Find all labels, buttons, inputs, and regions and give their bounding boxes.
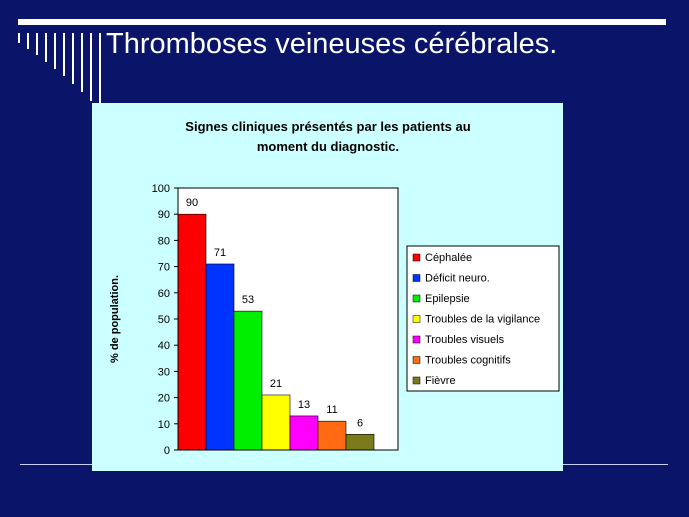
y-tick-label: 20: [158, 393, 170, 405]
legend-swatch: [412, 356, 421, 364]
y-tick-label: 90: [158, 209, 170, 221]
legend-swatch: [412, 294, 421, 303]
bar-value-label: 6: [357, 417, 363, 429]
bar-value-label: 11: [326, 404, 337, 416]
bar: [177, 213, 207, 451]
legend-entry: Epilepsie: [425, 293, 470, 305]
legend-box: [406, 245, 560, 392]
legend-swatch: [412, 335, 421, 344]
legend-swatch: [412, 376, 421, 385]
legend-entry: Troubles cognitifs: [425, 355, 511, 367]
slide-title: Thromboses veineuses cérébrales.: [106, 28, 558, 60]
bar: [317, 420, 347, 451]
legend-entry: Troubles visuels: [425, 334, 505, 346]
legend-entry: Céphalée: [425, 252, 472, 264]
legend-entry: Déficit neuro.: [425, 273, 490, 285]
top-rule: [18, 19, 666, 25]
chart-title-line: Signes cliniques présentés par les patie…: [185, 119, 470, 134]
y-tick-label: 60: [158, 288, 170, 300]
y-tick-label: 10: [158, 419, 170, 431]
bar-chart: Signes cliniques présentés par les patie…: [109, 119, 560, 457]
bar-value-label: 13: [298, 399, 310, 411]
bar: [205, 263, 235, 451]
plot-frame: [177, 187, 399, 451]
legend-swatch: [412, 253, 421, 262]
bar: [261, 394, 291, 451]
bar-value-label: 71: [214, 247, 226, 259]
y-tick-label: 100: [152, 183, 170, 195]
chart-title-line: moment du diagnostic.: [257, 139, 399, 154]
bar-value-label: 21: [270, 378, 282, 390]
decorative-bars-icon: [18, 33, 101, 111]
y-tick-label: 50: [158, 314, 170, 326]
bar-value-label: 90: [186, 197, 198, 209]
y-tick-label: 40: [158, 340, 170, 352]
legend-entry: Troubles de la vigilance: [425, 314, 540, 326]
chart-panel: Signes cliniques présentés par les patie…: [92, 103, 563, 471]
legend-swatch: [412, 315, 421, 323]
y-axis-label: % de population.: [109, 275, 121, 363]
bar: [289, 415, 319, 451]
y-tick-label: 0: [164, 445, 170, 457]
y-tick-label: 30: [158, 366, 170, 378]
bar: [345, 433, 375, 451]
legend-swatch: [412, 274, 421, 282]
y-tick-label: 80: [158, 235, 170, 247]
bar-value-label: 53: [242, 294, 254, 306]
bar: [233, 310, 263, 451]
legend-entry: Fièvre: [425, 375, 456, 387]
y-tick-label: 70: [158, 262, 170, 274]
